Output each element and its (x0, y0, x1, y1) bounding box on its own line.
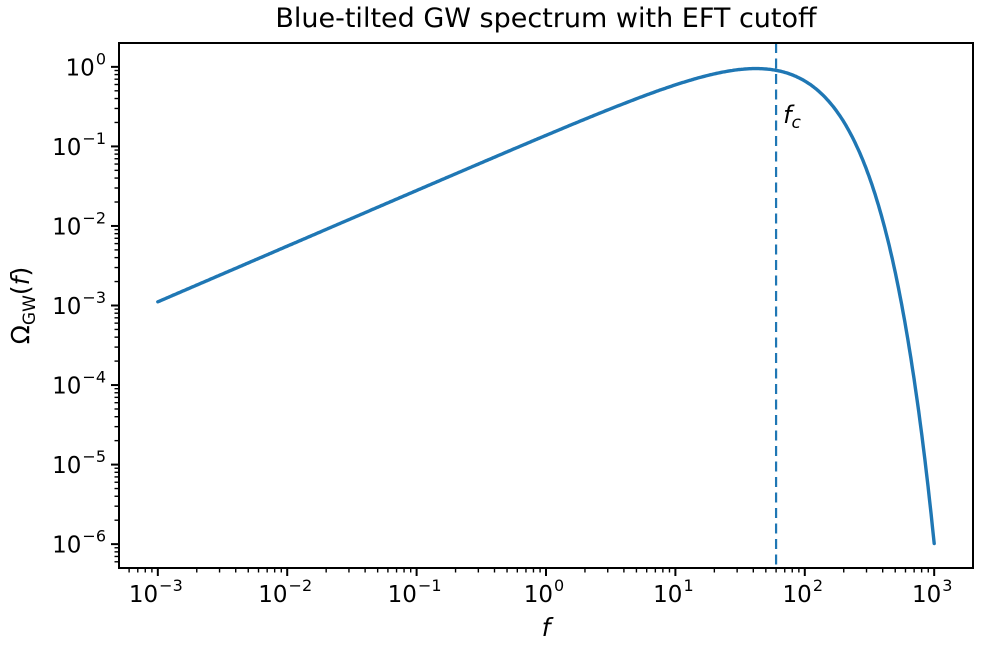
y-tick-label: 10−4 (52, 368, 106, 400)
y-axis-label: ΩGW(f) (6, 266, 40, 345)
chart-title: Blue-tilted GW spectrum with EFT cutoff (275, 3, 817, 34)
x-tick-label: 102 (783, 576, 823, 608)
y-tick-label: 10−6 (52, 527, 106, 559)
x-tick-label: 10−3 (129, 576, 183, 608)
x-axis-label: f (541, 613, 551, 642)
x-tick-label: 10−2 (258, 576, 312, 608)
y-tick-label: 100 (66, 49, 106, 81)
spectrum-curve (156, 66, 936, 546)
y-tick-label: 10−1 (52, 129, 106, 161)
x-tick-label: 10−1 (388, 576, 442, 608)
x-tick-label: 103 (912, 576, 952, 608)
x-tick-label: 100 (524, 576, 564, 608)
x-tick-label: 101 (653, 576, 693, 608)
axes-frame (118, 42, 974, 569)
y-tick-label: 10−3 (52, 288, 106, 320)
cutoff-label: fc (783, 101, 801, 133)
y-tick-label: 10−5 (52, 447, 106, 479)
y-tick-label: 10−2 (52, 208, 106, 240)
